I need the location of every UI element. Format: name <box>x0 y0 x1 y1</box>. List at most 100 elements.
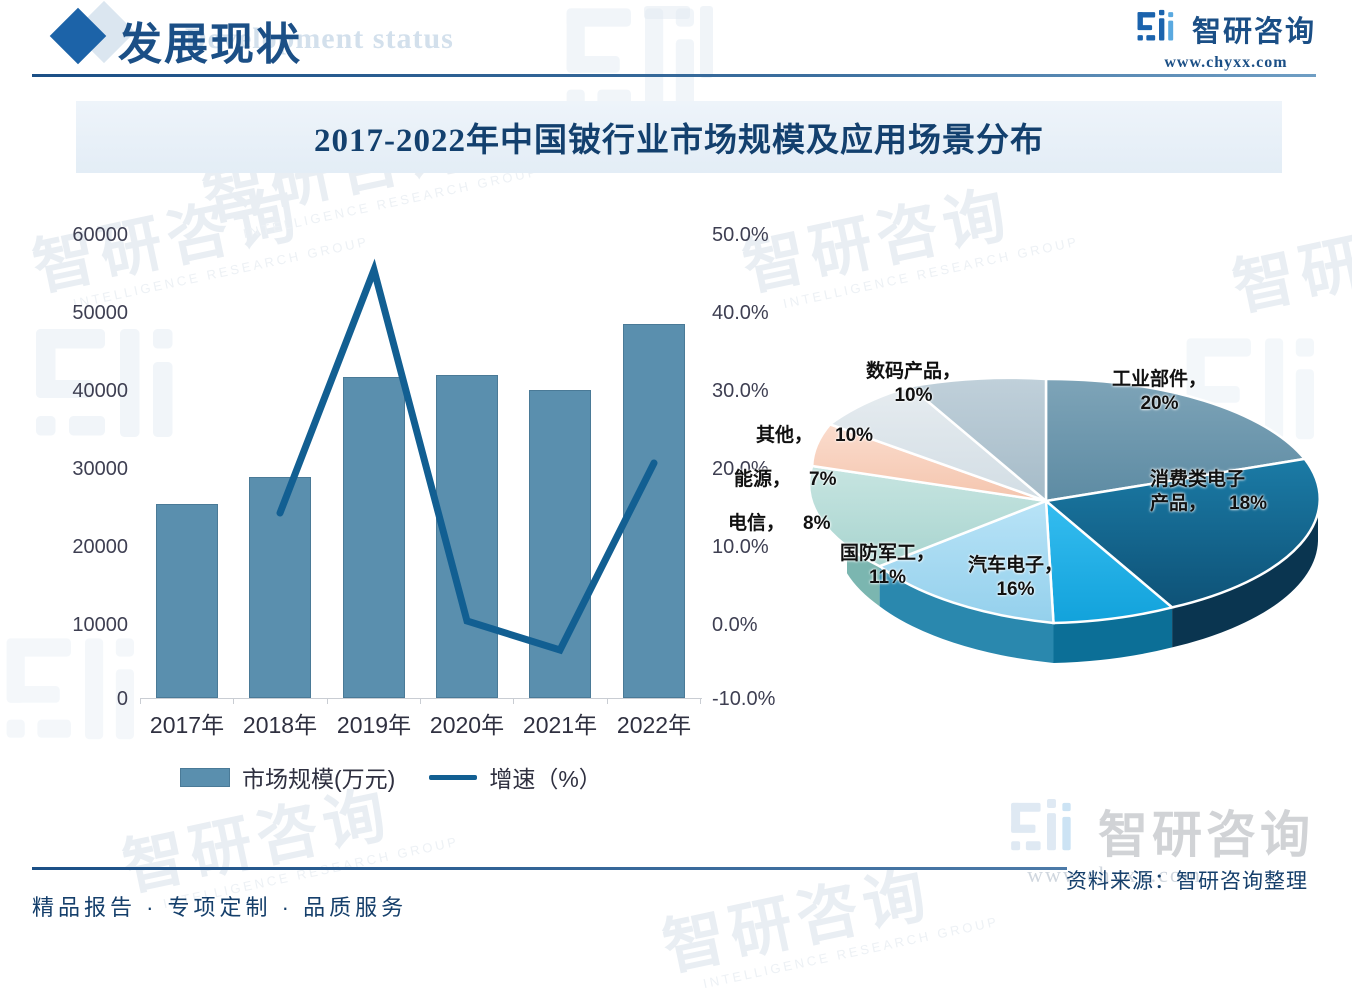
footer-tagline: 精品报告 · 专项定制 · 品质服务 <box>32 895 408 920</box>
pie-chart: 数码产品， 10% 其他， 10% 能源， 7% 电信， 8% 国防军工， 11… <box>728 330 1336 670</box>
pie-label-text: 电信， <box>728 513 786 534</box>
pie-slice-industrial[interactable] <box>1044 377 1308 503</box>
pie-label-text: 消费类电子 <box>1150 469 1246 490</box>
brand-url: www.chyxx.com <box>1164 54 1288 71</box>
footer-divider <box>32 867 1067 870</box>
pie-label-value: 8% <box>803 513 831 534</box>
pie-slice-wall-defense <box>879 566 1054 663</box>
x-tick <box>233 698 234 704</box>
pie-label-text-2: 产品， <box>1150 493 1208 515</box>
pie-label-value: 7% <box>809 469 837 490</box>
x-tick <box>327 698 328 704</box>
pie-label-energy: 能源， 7% <box>734 468 836 492</box>
pie-label-automotive-electronics: 汽车电子， 16% <box>968 554 1063 603</box>
y2-axis-label: 50.0% <box>712 224 769 246</box>
y-axis-label: 0 <box>116 688 128 710</box>
x-axis-line <box>140 698 702 699</box>
pie-slice-telecom[interactable] <box>807 464 1051 568</box>
pie-label-text: 国防军工， <box>840 543 936 564</box>
growth-line-series <box>276 258 658 655</box>
y2-axis-label: 0.0% <box>712 614 758 636</box>
chart-title: 2017-2022年中国铍行业市场规模及应用场景分布 <box>314 123 1044 159</box>
pie-slice-automotive-electronics[interactable] <box>1044 498 1175 625</box>
pie-slice-wall-auto <box>1053 607 1173 663</box>
x-axis-category: 2022年 <box>616 712 692 738</box>
legend-bar-swatch-icon <box>180 767 230 787</box>
pie-slice-defense[interactable] <box>877 499 1055 625</box>
x-axis-category: 2018年 <box>242 712 318 738</box>
y-axis-label: 50000 <box>72 302 128 324</box>
chyxx-logo-icon <box>1011 799 1071 851</box>
pie-slice-consumer-electronics[interactable] <box>1043 457 1321 609</box>
y-axis-label: 30000 <box>72 458 128 480</box>
pie-label-text: 汽车电子， <box>968 555 1064 576</box>
x-axis-category: 2017年 <box>149 712 225 738</box>
watermark-brand-text: 智研咨询 <box>737 180 1018 304</box>
y-axis-label: 10000 <box>72 614 128 636</box>
x-tick <box>513 698 514 704</box>
pie-slice-other[interactable] <box>827 385 1047 503</box>
legend-line-swatch-icon <box>429 774 478 780</box>
brand-block: 智研咨询 www.chyxx.com <box>1136 8 1316 72</box>
y2-axis-label: 10.0% <box>712 536 769 558</box>
header-subtitle: Development status <box>185 22 454 55</box>
x-axis-category: 2021年 <box>522 712 598 738</box>
footer-brand-url: www.chyxx.com <box>1027 862 1202 887</box>
page-title: 发展现状 <box>118 20 302 69</box>
y-axis-label: 40000 <box>72 380 128 402</box>
pie-label-text: 其他， <box>756 425 814 446</box>
pie-label-value: 10% <box>835 425 874 446</box>
plot-area <box>140 230 700 698</box>
pie-label-industrial: 工业部件， 20% <box>1112 368 1207 417</box>
legend-item-market-size[interactable]: 市场规模(万元) <box>180 760 395 794</box>
footer-brand-name: 智研咨询 <box>1098 807 1314 863</box>
pie-label-value: 20% <box>1140 393 1179 415</box>
bar-2017 <box>156 504 218 698</box>
pie-label-telecom: 电信， 8% <box>728 512 830 536</box>
diamond-icon <box>49 7 107 65</box>
chyxx-logo-icon <box>1137 9 1174 41</box>
x-axis-category: 2020年 <box>429 712 505 738</box>
watermark-brand-tagline: INTELLIGENCE RESEARCH GROUP <box>701 913 1001 991</box>
page-header: Development status 发展现状 智研咨询 <box>0 0 1352 90</box>
pie-label-text: 数码产品， <box>866 361 962 382</box>
pie-label-defense: 国防军工， 11% <box>840 542 935 591</box>
bar-2019 <box>343 377 405 698</box>
legend-label: 增速（%） <box>489 766 602 792</box>
footer-brand-watermark: 智研咨询 <box>1008 795 1314 867</box>
x-axis-category: 2019年 <box>336 712 412 738</box>
watermark-brand-tagline: INTELLIGENCE RESEARCH GROUP <box>781 233 1081 312</box>
chart-title-banner: 2017-2022年中国铍行业市场规模及应用场景分布 <box>76 101 1282 173</box>
chart-legend: 市场规模(万元) 增速（%） <box>180 760 602 794</box>
combo-chart: 60000 50000 40000 30000 20000 10000 0 50… <box>40 212 775 812</box>
pie-label-value: 18% <box>1229 493 1268 515</box>
x-tick <box>420 698 421 704</box>
pie-slice-wall-consumer <box>1172 501 1318 648</box>
pie-label-consumer-electronics: 消费类电子 产品， 18% <box>1150 468 1267 517</box>
x-tick <box>607 698 608 704</box>
watermark-brand-text: 智研咨询 <box>657 860 938 984</box>
y-axis-label: 60000 <box>72 224 128 246</box>
pie-label-value: 11% <box>869 567 906 589</box>
legend-item-growth-rate[interactable]: 增速（%） <box>429 760 602 794</box>
legend-label: 市场规模(万元) <box>242 766 396 792</box>
pie-label-text: 能源， <box>734 469 792 490</box>
y2-axis-label: 40.0% <box>712 302 769 324</box>
pie-label-other: 其他， 10% <box>756 424 873 448</box>
pie-label-value: 16% <box>996 579 1035 601</box>
source-note: 资料来源：智研咨询整理 <box>1066 870 1308 893</box>
pie-chart-svg <box>807 376 1321 663</box>
pie-label-value: 10% <box>894 385 933 407</box>
y-axis-label: 20000 <box>72 536 128 558</box>
y2-axis-label: 20.0% <box>712 458 769 480</box>
pie-slice-digital-products[interactable] <box>907 376 1048 504</box>
y2-axis-label: -10.0% <box>712 688 776 710</box>
y2-axis-label: 30.0% <box>712 380 769 402</box>
brand-name: 智研咨询 <box>1191 16 1316 48</box>
x-tick <box>140 698 141 704</box>
pie-label-text: 工业部件， <box>1112 369 1208 390</box>
pie-label-digital-products: 数码产品， 10% <box>866 360 961 409</box>
watermark-brand-text: 智研咨询 <box>1227 200 1352 324</box>
x-tick <box>700 698 701 704</box>
header-divider <box>32 74 1316 77</box>
